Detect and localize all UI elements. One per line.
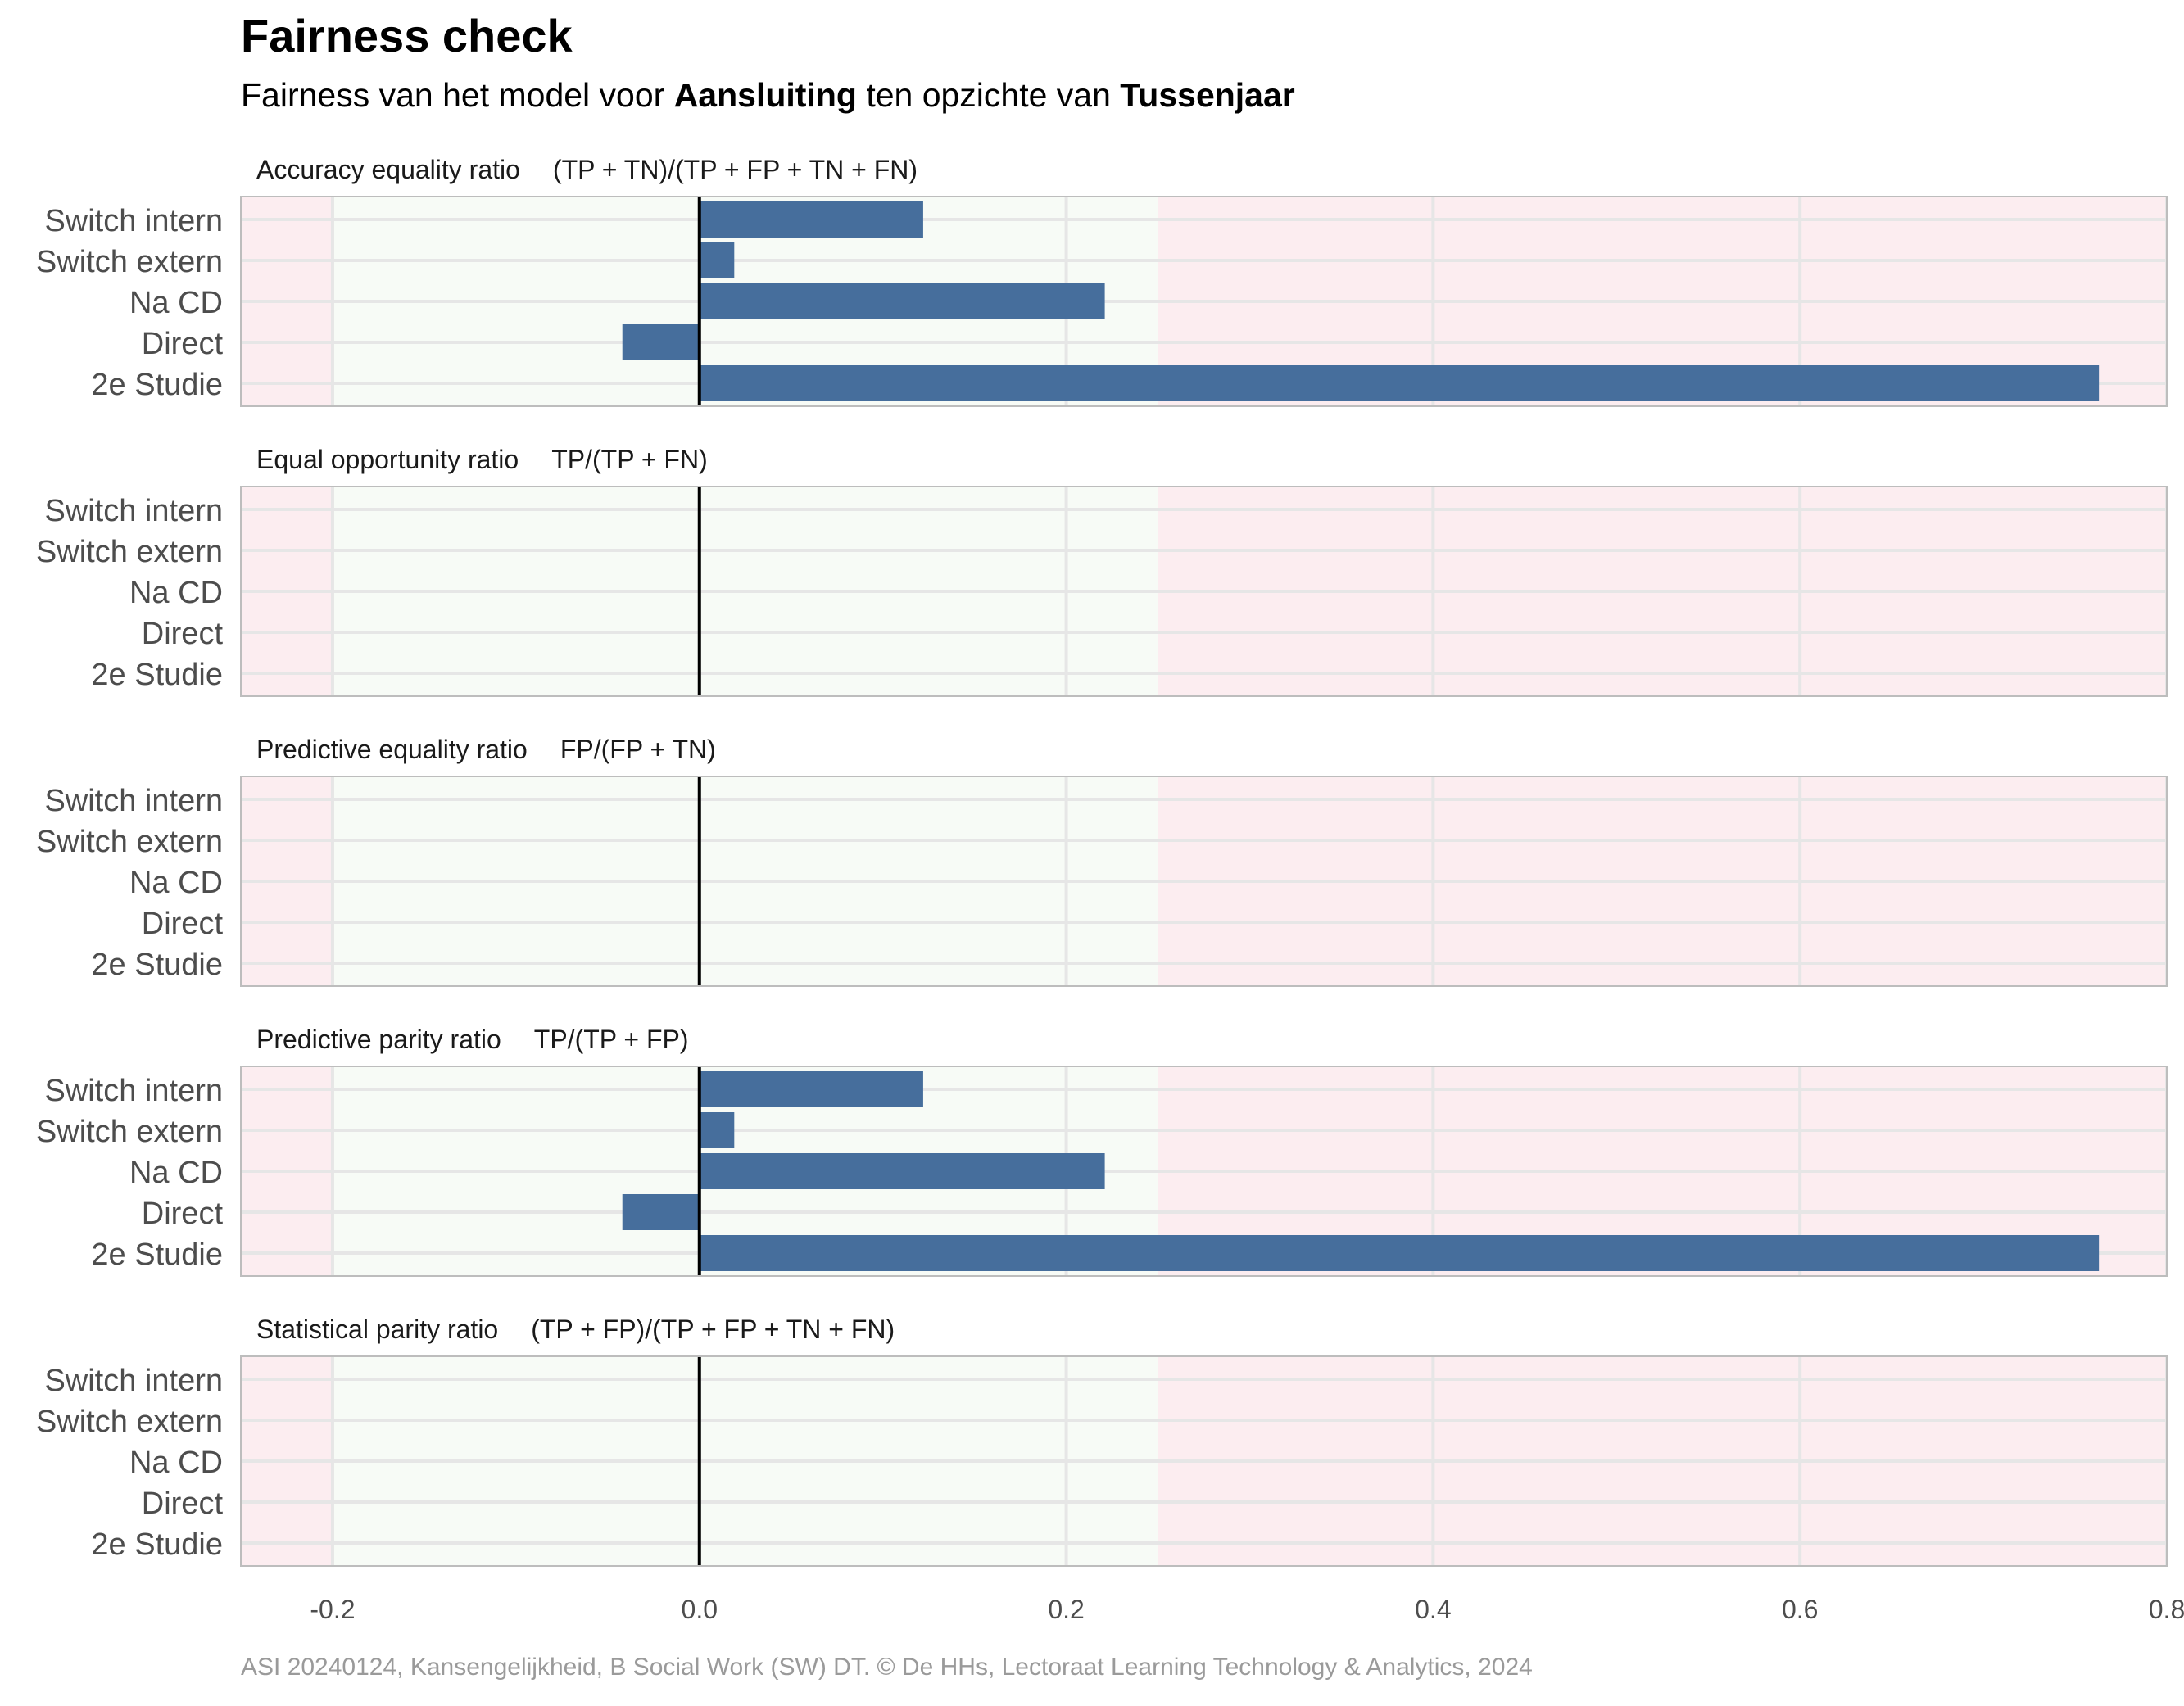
y-tick-label: Switch extern (36, 1405, 223, 1439)
x-tick-label: 0.2 (1048, 1595, 1084, 1624)
bar (699, 1235, 2100, 1271)
bar (699, 283, 1105, 319)
panel-border (240, 486, 2168, 697)
facet-formula: (TP + FP)/(TP + FP + TN + FN) (531, 1315, 895, 1344)
y-tick-label: Na CD (129, 866, 223, 900)
y-tick-label: Direct (142, 1197, 224, 1231)
subtitle-text-2: ten opzichte van (856, 76, 1121, 114)
x-tick-label: 0.8 (2149, 1595, 2184, 1624)
bar (699, 1071, 923, 1107)
y-tick-label: 2e Studie (91, 368, 223, 402)
y-tick-label: Direct (142, 907, 224, 941)
y-tick-label: Switch intern (44, 1364, 223, 1398)
bar (622, 324, 700, 360)
subtitle-bold-1: Aansluiting (673, 76, 857, 114)
x-tick-label: -0.2 (310, 1595, 355, 1624)
panel-border (240, 1066, 2168, 1277)
bar (622, 1194, 700, 1230)
facet-formula: TP/(TP + FN) (551, 445, 708, 474)
y-tick-label: Na CD (129, 1156, 223, 1190)
y-tick-label: Direct (142, 327, 224, 361)
x-tick-label: 0.6 (1782, 1595, 1818, 1624)
y-tick-label: Switch intern (44, 1074, 223, 1108)
y-tick-label: Direct (142, 617, 224, 651)
facet-metric-name: Accuracy equality ratio (256, 155, 520, 184)
y-tick-label: Na CD (129, 286, 223, 320)
x-tick-label: 0.0 (682, 1595, 718, 1624)
facet-label: Predictive parity ratio TP/(TP + FP) (256, 1025, 689, 1054)
y-tick-label: Switch extern (36, 825, 223, 859)
y-tick-label: Switch extern (36, 535, 223, 569)
panel-border (240, 776, 2168, 987)
facet-panel-2: Equal opportunity ratio TP/(TP + FN) Switc… (36, 445, 2168, 697)
facet-label: Equal opportunity ratio TP/(TP + FN) (256, 445, 708, 474)
facet-panel-5: Statistical parity ratio (TP + FP)/(TP + … (36, 1315, 2168, 1567)
y-tick-label: 2e Studie (91, 1527, 223, 1562)
facet-formula: (TP + TN)/(TP + FP + TN + FN) (553, 155, 918, 184)
chart-subtitle: Fairness van het model voor Aansluiting … (241, 72, 1295, 118)
facet-label: Statistical parity ratio (TP + FP)/(TP + … (256, 1315, 895, 1344)
y-tick-label: Switch intern (44, 204, 223, 238)
y-tick-label: Na CD (129, 576, 223, 610)
bar (699, 201, 923, 238)
bar (699, 1112, 735, 1148)
facet-metric-name: Predictive parity ratio (256, 1025, 501, 1054)
facet-panel-4: Predictive parity ratio TP/(TP + FP) Switc… (36, 1025, 2168, 1277)
facet-panel-1: Accuracy equality ratio (TP + TN)/(TP + F… (36, 155, 2168, 407)
facet-metric-name: Predictive equality ratio (256, 735, 528, 764)
y-tick-label: Na CD (129, 1446, 223, 1480)
bar (699, 1153, 1105, 1189)
subtitle-bold-2: Tussenjaar (1120, 76, 1295, 114)
y-tick-label: 2e Studie (91, 948, 223, 982)
y-tick-label: Switch extern (36, 1115, 223, 1149)
bar (699, 365, 2100, 401)
y-tick-label: Switch intern (44, 784, 223, 818)
y-tick-label: Direct (142, 1487, 224, 1521)
y-tick-label: Switch intern (44, 494, 223, 528)
facet-formula: TP/(TP + FP) (534, 1025, 689, 1054)
panel-border (240, 1355, 2168, 1567)
bar (699, 242, 735, 278)
y-tick-label: Switch extern (36, 245, 223, 279)
facet-formula: FP/(FP + TN) (560, 735, 716, 764)
facet-panel-3: Predictive equality ratio FP/(FP + TN) Swi… (36, 735, 2168, 987)
facet-metric-name: Equal opportunity ratio (256, 445, 519, 474)
facet-label: Accuracy equality ratio (TP + TN)/(TP + F… (256, 155, 918, 184)
facet-metric-name: Statistical parity ratio (256, 1315, 498, 1344)
y-tick-label: 2e Studie (91, 658, 223, 692)
panel-border (240, 196, 2168, 407)
chart-caption: ASI 20240124, Kansengelijkheid, B Social… (241, 1654, 1533, 1681)
y-tick-label: 2e Studie (91, 1238, 223, 1272)
chart-title: Fairness check (241, 10, 573, 61)
facet-label: Predictive equality ratio FP/(FP + TN) (256, 735, 716, 764)
subtitle-text-1: Fairness van het model voor (241, 76, 674, 114)
x-tick-label: 0.4 (1415, 1595, 1451, 1624)
